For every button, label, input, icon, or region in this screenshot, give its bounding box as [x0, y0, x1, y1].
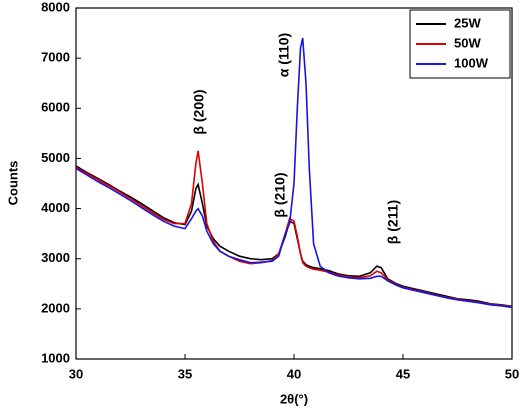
y-tick-label: 2000 [41, 300, 70, 315]
peak-annotation: β (200) [191, 89, 207, 134]
y-tick-label: 6000 [41, 100, 70, 115]
y-tick-label: 4000 [41, 200, 70, 215]
legend-label: 25W [454, 15, 481, 30]
y-tick-label: 8000 [41, 0, 70, 14]
y-tick-label: 7000 [41, 50, 70, 65]
x-tick-label: 30 [69, 366, 83, 381]
y-tick-label: 3000 [41, 250, 70, 265]
peak-annotation: β (211) [385, 200, 401, 244]
y-tick-label: 5000 [41, 150, 70, 165]
legend-label: 100W [454, 55, 489, 70]
peak-annotation: α (110) [276, 33, 292, 77]
x-tick-label: 50 [505, 366, 519, 381]
legend-label: 50W [454, 35, 481, 50]
x-tick-label: 45 [396, 366, 410, 381]
x-tick-label: 35 [178, 366, 192, 381]
y-axis-title: Counts [5, 161, 20, 206]
series-line [75, 37, 513, 309]
peak-annotation: β (210) [272, 172, 288, 217]
x-tick-label: 40 [287, 366, 301, 381]
y-tick-label: 1000 [41, 350, 70, 365]
x-axis-title: 2θ(°) [280, 391, 308, 406]
